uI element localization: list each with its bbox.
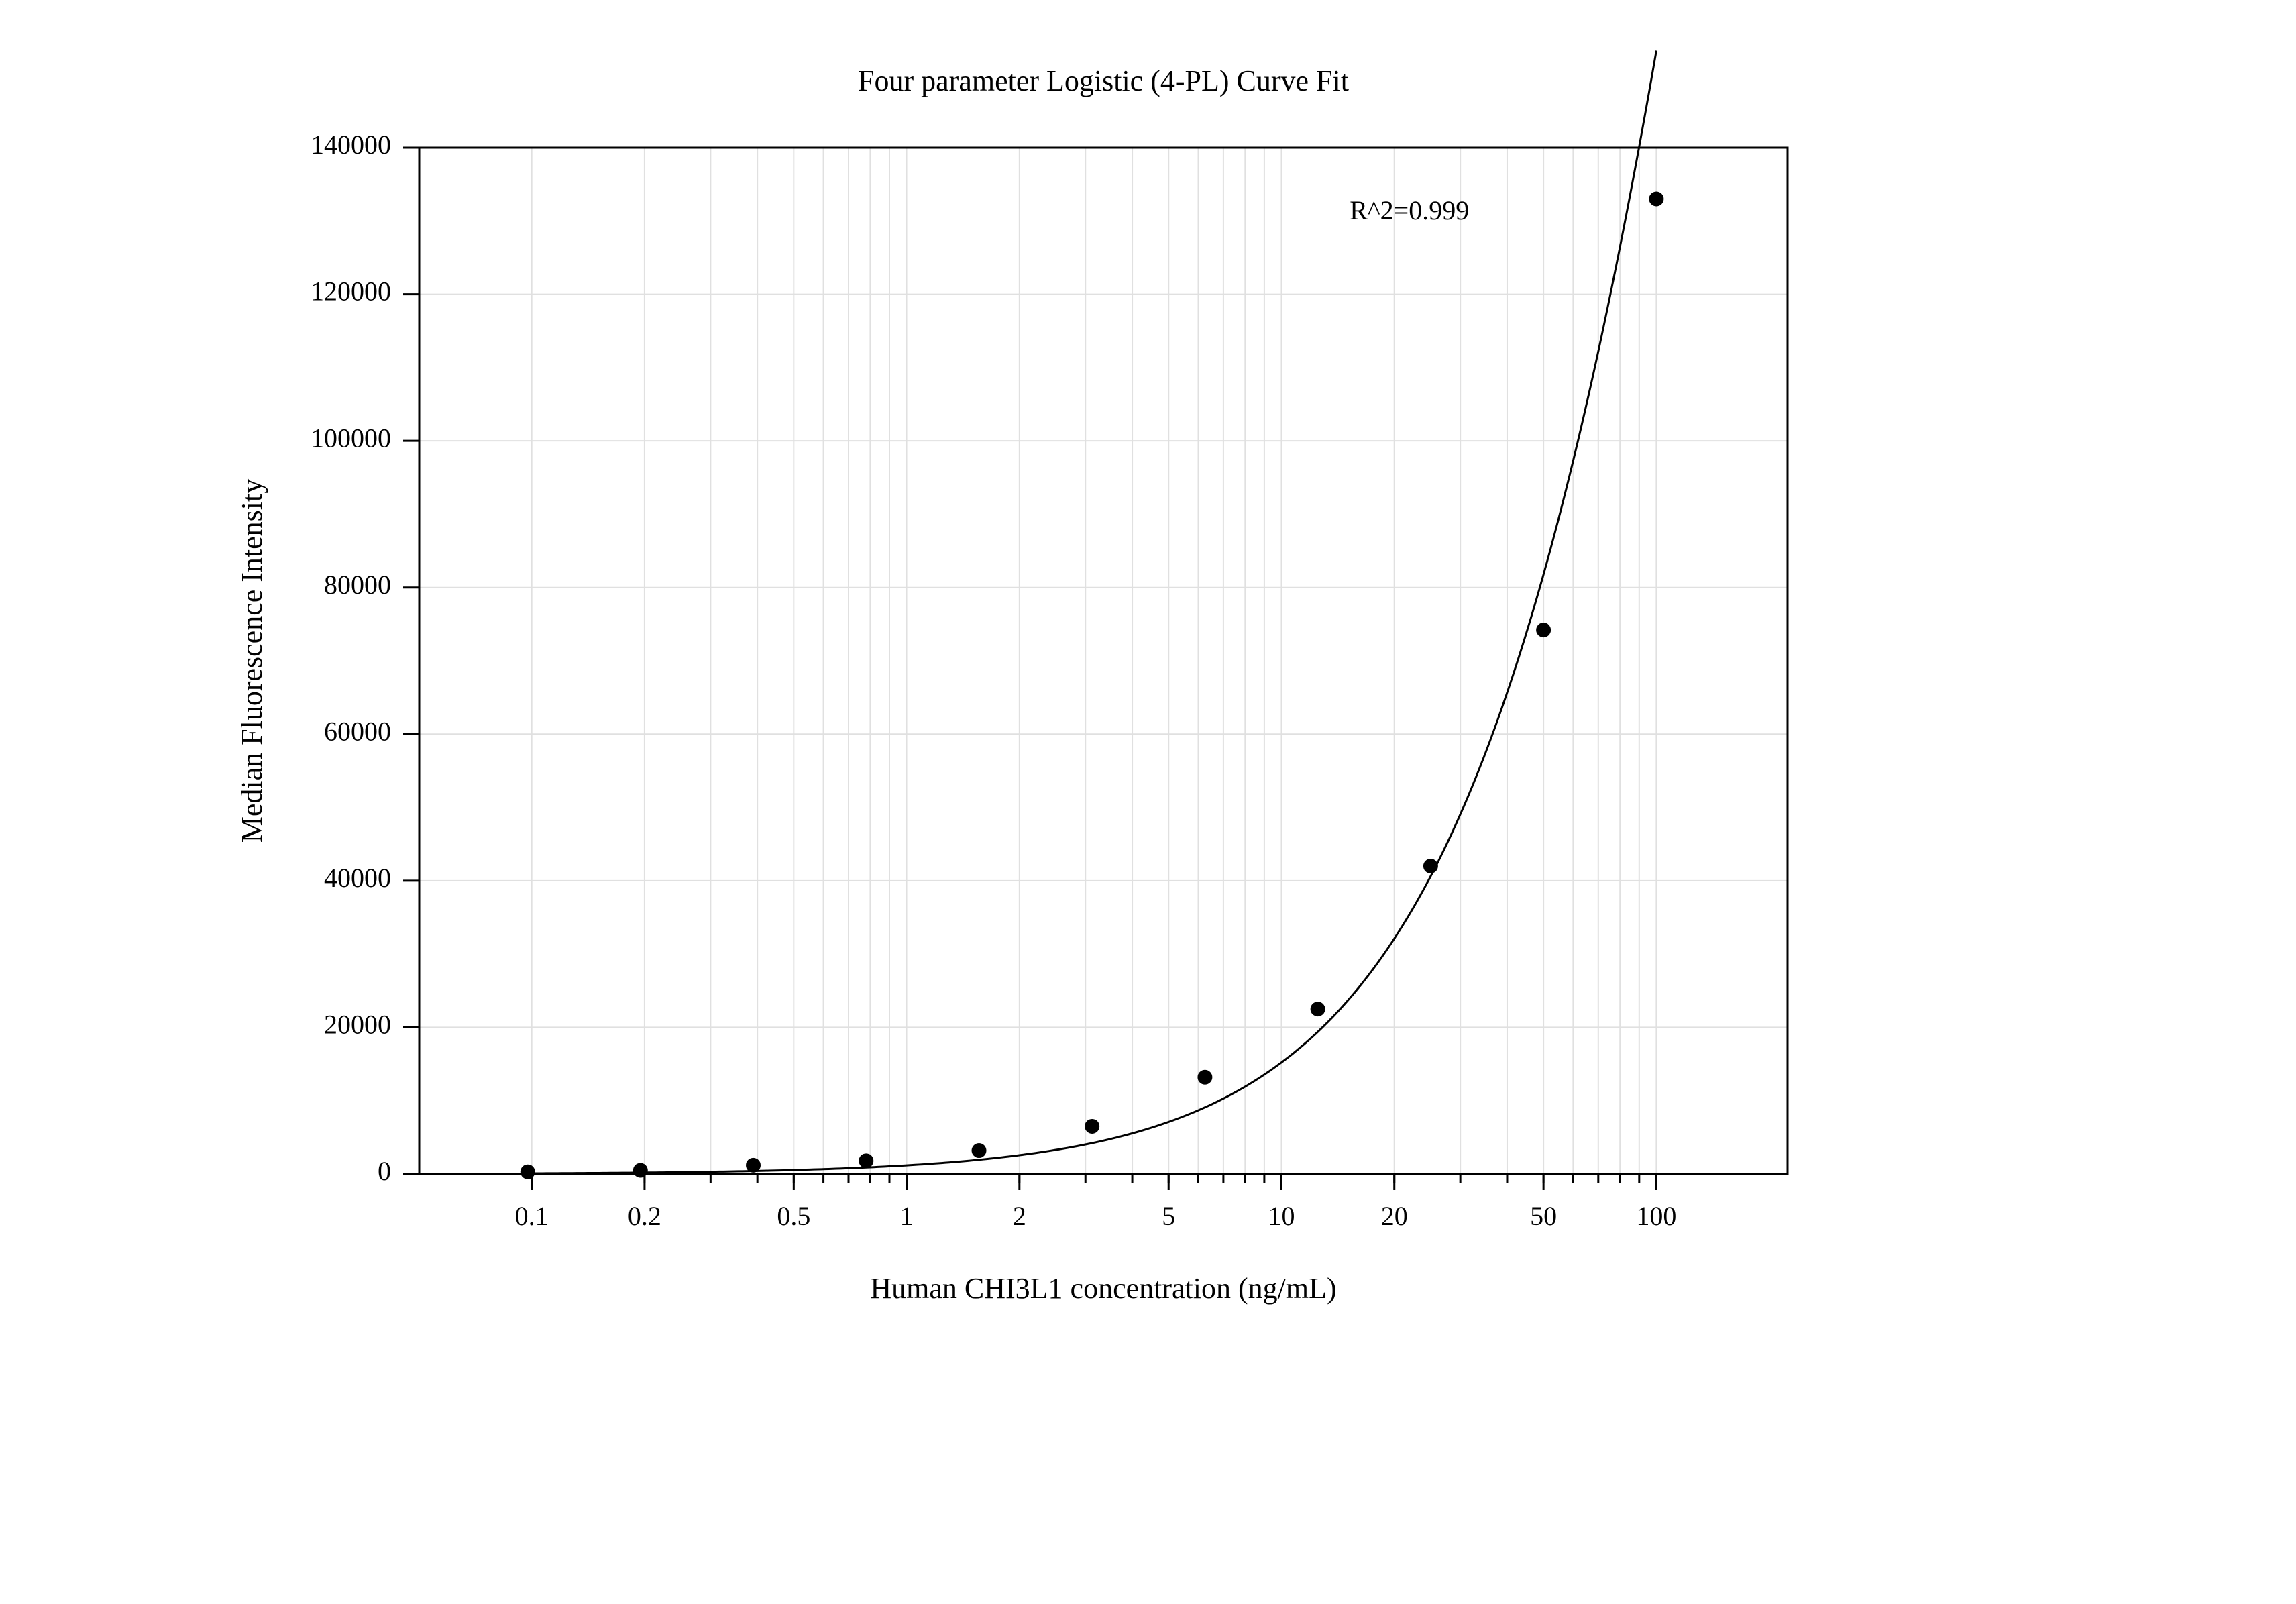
y-tick-label: 20000 <box>324 1010 391 1040</box>
r-squared-text: R^2=0.999 <box>1350 195 1469 225</box>
x-axis-label-text: Human CHI3L1 concentration (ng/mL) <box>870 1272 1336 1305</box>
data-point <box>1649 192 1663 207</box>
data-points <box>521 192 1664 1179</box>
x-tick-label: 2 <box>1013 1201 1026 1231</box>
data-point <box>859 1153 873 1168</box>
data-point <box>521 1165 535 1179</box>
y-tick-label: 0 <box>378 1156 391 1186</box>
data-point <box>1536 623 1551 637</box>
data-point <box>972 1143 987 1158</box>
y-tick-label: 60000 <box>324 716 391 746</box>
data-point <box>633 1163 648 1178</box>
y-tick-label: 140000 <box>311 129 391 160</box>
x-tick-label: 100 <box>1636 1201 1676 1231</box>
y-tick-label: 120000 <box>311 276 391 307</box>
x-tick-label: 10 <box>1268 1201 1295 1231</box>
x-tick-label: 0.5 <box>777 1201 810 1231</box>
data-point <box>1311 1002 1325 1016</box>
data-point <box>746 1158 761 1173</box>
x-axis: 0.1 0.2 0.5 1 2 5 10 20 50 100 <box>515 1174 1677 1231</box>
y-axis-label-text: Median Fluorescence Intensity <box>235 479 268 843</box>
chart-svg: 0200004000060000800001000001200001400000… <box>0 0 2296 1604</box>
y-tick-label: 40000 <box>324 863 391 893</box>
x-tick-label: 0.2 <box>628 1201 661 1231</box>
data-point <box>1197 1070 1212 1085</box>
x-tick-label: 50 <box>1530 1201 1557 1231</box>
data-point <box>1085 1119 1099 1134</box>
x-tick-label: 20 <box>1381 1201 1408 1231</box>
x-tick-label: 1 <box>900 1201 914 1231</box>
y-tick-label: 100000 <box>311 423 391 453</box>
plot-border <box>419 148 1788 1174</box>
grid <box>419 148 1788 1174</box>
x-tick-label: 0.1 <box>515 1201 549 1231</box>
y-axis: 0 20000 40000 60000 80000 100000 120000 140000 <box>311 129 419 1186</box>
x-tick-label: 5 <box>1162 1201 1175 1231</box>
data-point <box>1423 859 1438 873</box>
y-tick-label: 80000 <box>324 570 391 600</box>
fit-curve <box>528 51 1657 1174</box>
chart-title-text: Four parameter Logistic (4-PL) Curve Fit <box>858 64 1349 97</box>
chart-container: 0200004000060000800001000001200001400000… <box>0 0 2296 1604</box>
